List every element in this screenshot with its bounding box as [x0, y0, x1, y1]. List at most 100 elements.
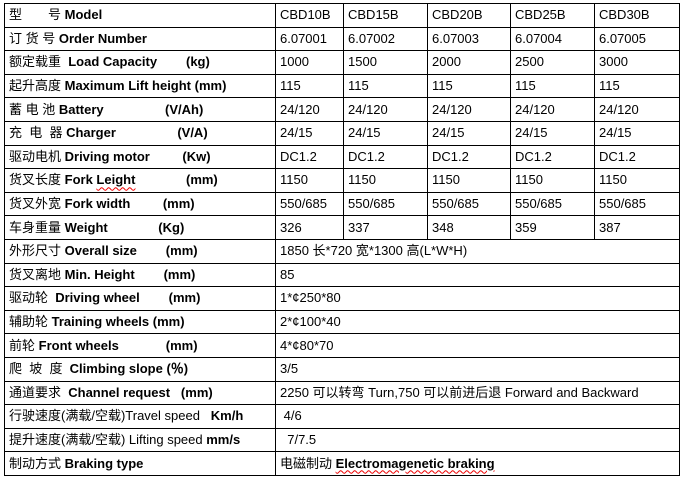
spec-label: 订 货 号 Order Number: [4, 26, 276, 52]
label-cn: 货叉离地: [9, 266, 65, 282]
label-unit: (Kw): [149, 148, 211, 164]
label-unit: (V/A): [115, 125, 208, 141]
spec-value: 550/685: [343, 191, 428, 217]
spec-value: 电磁制动 Electromagenetic braking: [275, 451, 680, 476]
label-unit: (mm): [139, 290, 201, 306]
spec-value: 326: [275, 215, 344, 240]
label-unit: (kg): [157, 54, 210, 70]
label-unit: (mm): [135, 172, 218, 188]
spec-value: 24/15: [343, 120, 428, 146]
spec-label: 行驶速度(满载/空载)Travel speed Km/h: [4, 404, 276, 429]
spec-value: 6.07003: [427, 26, 511, 52]
spec-value: 6.07001: [275, 26, 344, 52]
table-row-model: 型 号 Model CBD10B CBD15B CBD20B CBD25B CBD30B: [4, 3, 680, 28]
label-cn: 蓄 电 池: [9, 101, 59, 117]
spec-value: 24/15: [275, 120, 344, 146]
label-unit: (Kg): [107, 219, 185, 235]
spec-label: 货叉长度 Fork Leight (mm): [4, 168, 276, 193]
spec-label: 外形尺寸 Overall size (mm): [4, 238, 276, 264]
table-row: 起升高度 Maximum Lift height (mm) 115 115 115 11…: [4, 73, 680, 99]
spec-value: 115: [510, 73, 595, 99]
spec-value: DC1.2: [275, 144, 344, 170]
table-row: 蓄 电 池 Battery (V/Ah) 24/120 24/120 24/120 24…: [4, 97, 680, 122]
spec-value: DC1.2: [343, 144, 428, 170]
spec-value: 85: [275, 262, 680, 288]
label-en: Channel request: [68, 384, 171, 400]
spec-value: 3000: [594, 50, 680, 75]
spec-value: 1150: [275, 168, 344, 193]
spec-value: 6.07002: [343, 26, 428, 52]
label-en: Weight: [64, 219, 108, 235]
model-name: CBD15B: [343, 3, 428, 28]
label-en: Maximum Lift height: [64, 78, 192, 94]
spec-value: 115: [343, 73, 428, 99]
spec-value: 2250 可以转弯 Turn,750 可以前进后退 Forward and Ba…: [275, 380, 680, 406]
model-name: CBD30B: [594, 3, 680, 28]
table-row: 驱动电机 Driving motor (Kw) DC1.2 DC1.2 DC1.2 DC…: [4, 144, 680, 170]
value-en: Electromagenetic braking: [335, 455, 495, 471]
label-en: Fork Leight: [64, 172, 136, 188]
spec-label: 前轮 Front wheels (mm): [4, 333, 276, 358]
spec-value: 24/15: [510, 120, 595, 146]
spec-label: 车身重量 Weight (Kg): [4, 215, 276, 240]
table-row: 前轮 Front wheels (mm) 4*¢80*70: [4, 333, 680, 358]
model-name: CBD10B: [275, 3, 344, 28]
table-row: 货叉外宽 Fork width (mm) 550/685 550/685 550/68…: [4, 191, 680, 217]
table-row: 货叉长度 Fork Leight (mm) 1150 1150 1150 1150 115…: [4, 168, 680, 193]
label-unit: (mm): [118, 337, 198, 353]
label-cn: 前轮: [9, 337, 39, 353]
label-en: Model: [64, 7, 103, 23]
label-cn: 订 货 号: [9, 30, 59, 46]
spec-value: 550/685: [510, 191, 595, 217]
label-en: Driving wheel: [55, 290, 140, 306]
spec-label: 起升高度 Maximum Lift height (mm): [4, 73, 276, 99]
label-en: Load Capacity: [64, 54, 158, 70]
spec-value: 2000: [427, 50, 511, 75]
spec-value: 1150: [343, 168, 428, 193]
spec-value: 550/685: [594, 191, 680, 217]
spec-label: 爬 坡 度 Climbing slope (％): [4, 356, 276, 382]
label-unit: (mm): [191, 78, 227, 94]
table-row: 通道要求 Channel request (mm) 2250 可以转弯 Turn,…: [4, 380, 680, 406]
spec-value: 1150: [594, 168, 680, 193]
spec-value: 348: [427, 215, 511, 240]
table-row: 驱动轮 Driving wheel (mm) 1*¢250*80: [4, 286, 680, 311]
specification-table: 型 号 Model CBD10B CBD15B CBD20B CBD25B CBD30B 订…: [4, 3, 680, 476]
label-en: Lifting speed: [128, 431, 203, 447]
spec-value: 1*¢250*80: [275, 286, 680, 311]
table-row: 行驶速度(满载/空载)Travel speed Km/h 4/6: [4, 404, 680, 429]
label-cn: 通道要求: [9, 384, 69, 400]
spec-value: 387: [594, 215, 680, 240]
label-cn: 驱动电机: [9, 148, 65, 164]
label-en: Overall size: [64, 243, 137, 259]
spec-value: 4*¢80*70: [275, 333, 680, 358]
spec-value: 6.07004: [510, 26, 595, 52]
spec-label: 额定载重 Load Capacity (kg): [4, 50, 276, 75]
spec-value: 1150: [427, 168, 511, 193]
spec-value: 4/6: [275, 404, 680, 429]
spec-label: 驱动轮 Driving wheel (mm): [4, 286, 276, 311]
spec-value: 115: [594, 73, 680, 99]
label-en: Battery: [58, 101, 104, 117]
label-cn: 提升速度(满载/空载): [9, 431, 129, 447]
label-cn: 爬 坡 度: [9, 361, 70, 377]
table-row: 制动方式 Braking type 电磁制动 Electromagenetic b…: [4, 451, 680, 476]
spec-label: 蓄 电 池 Battery (V/Ah): [4, 97, 276, 122]
spec-value: 1150: [510, 168, 595, 193]
model-name: CBD25B: [510, 3, 595, 28]
spec-label: 制动方式 Braking type: [4, 451, 276, 476]
label-unit: mm/s: [202, 431, 241, 447]
table-row: 提升速度(满载/空载) Lifting speed mm/s 7/7.5: [4, 427, 680, 453]
label-en: Climbing slope (％): [69, 361, 189, 377]
model-name: CBD20B: [427, 3, 511, 28]
label-cn: 起升高度: [9, 78, 65, 94]
label-cn: 车身重量: [9, 219, 65, 235]
table-row: 货叉离地 Min. Height (mm) 85: [4, 262, 680, 288]
label-cn: 货叉外宽: [9, 196, 65, 212]
label-unit: (mm): [130, 196, 195, 212]
table-row: 辅助轮 Training wheels (mm) 2*¢100*40: [4, 309, 680, 335]
spec-value: DC1.2: [510, 144, 595, 170]
label-unit: (mm): [170, 384, 213, 400]
spec-value: 1850 长*720 宽*1300 高(L*W*H): [275, 238, 680, 264]
label-cn: 辅助轮: [9, 314, 52, 330]
